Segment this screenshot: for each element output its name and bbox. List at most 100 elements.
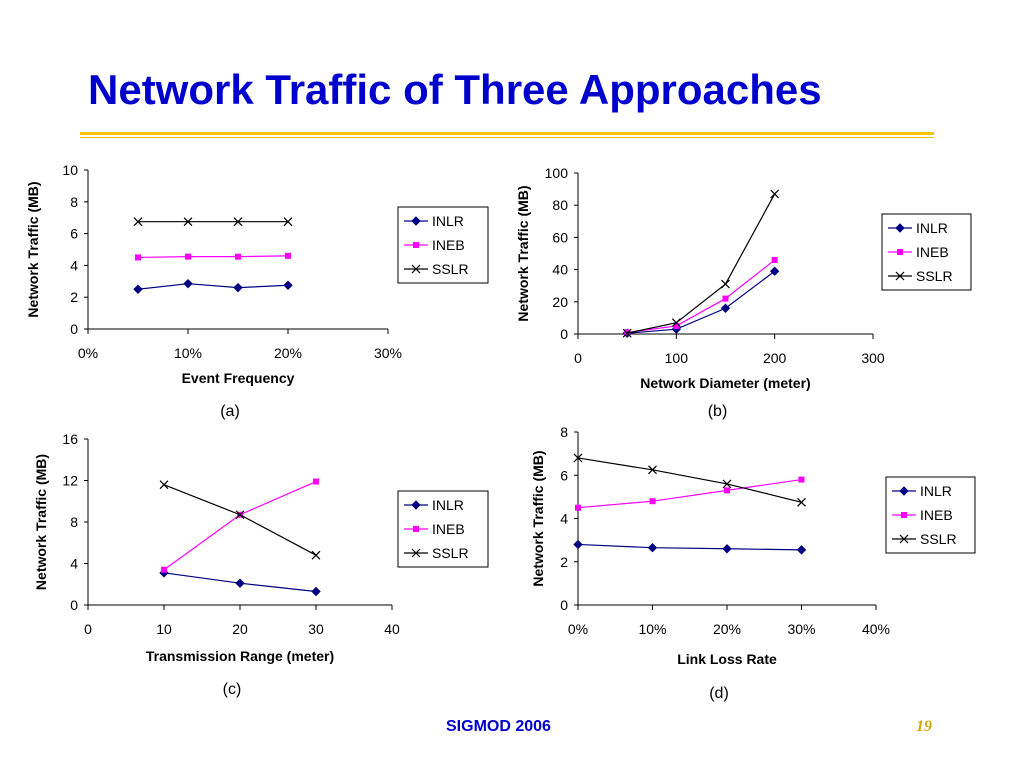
x-axis-label: Link Loss Rate [677, 651, 777, 667]
legend-marker [895, 271, 905, 281]
series-line [577, 543, 802, 551]
data-point [673, 322, 680, 329]
footer-conference: SIGMOD 2006 [446, 718, 551, 735]
data-point [285, 252, 291, 259]
legend-label: SSLR [432, 545, 469, 561]
y-tick-label: 0 [560, 597, 568, 613]
legend: INLR INEB SSLR [885, 476, 976, 554]
legend: INLR INEB SSLR [881, 213, 972, 291]
y-tick-label: 12 [62, 473, 78, 489]
legend-marker [411, 264, 421, 274]
y-axis-label: Network Traffic (MB) [25, 181, 41, 317]
chart-caption: (c) [223, 681, 242, 698]
legend-label: INLR [920, 483, 952, 499]
legend-marker [411, 548, 421, 558]
y-tick-label: 0 [70, 597, 78, 613]
data-point [283, 217, 293, 227]
series-line [627, 270, 776, 334]
legend-label: SSLR [920, 531, 957, 547]
legend-marker [411, 500, 421, 510]
series-sslr [159, 480, 321, 560]
y-tick-label: 4 [560, 511, 568, 527]
series-ineb [575, 476, 805, 511]
data-point [233, 217, 243, 227]
data-point [311, 586, 321, 597]
y-tick-label: 80 [552, 197, 568, 213]
data-point [722, 295, 729, 302]
series-inlr [133, 278, 293, 294]
data-point [235, 253, 241, 260]
y-tick-label: 10 [62, 162, 78, 178]
series-line [137, 283, 289, 290]
data-point [648, 465, 657, 475]
legend-label: INEB [920, 507, 953, 523]
chart-b: 0 20 40 60 80 100 0 100 200 300 Network Diameter (… [515, 165, 972, 420]
legend-marker [413, 242, 419, 248]
legend: INLR INEB SSLR [397, 206, 489, 284]
series-line [163, 484, 317, 556]
page-number: 19 [916, 718, 932, 735]
x-tick-label: 30 [308, 621, 324, 637]
legend-marker [899, 486, 909, 496]
legend-label: INLR [432, 213, 464, 229]
x-tick-label: 30% [374, 345, 402, 361]
data-point [573, 539, 583, 550]
y-axis-label: Network Traffic (MB) [515, 185, 531, 321]
data-point [311, 550, 321, 560]
legend-label: INEB [432, 521, 465, 537]
x-tick-label: 0% [568, 621, 588, 637]
y-tick-label: 100 [545, 165, 569, 181]
legend-marker [411, 216, 421, 226]
series-inlr [573, 539, 807, 555]
series-ineb [135, 252, 291, 261]
y-tick-label: 4 [70, 257, 78, 273]
data-point [235, 510, 245, 520]
legend-label: INEB [432, 237, 465, 253]
x-tick-label: 100 [665, 350, 689, 366]
data-point [575, 504, 581, 511]
data-point [313, 478, 319, 485]
data-point [771, 256, 778, 263]
x-tick-label: 0 [84, 621, 92, 637]
x-tick-label: 20% [274, 345, 302, 361]
slide-title: Network Traffic of Three Approaches [88, 66, 822, 113]
data-point [722, 479, 732, 489]
x-tick-label: 20 [232, 621, 248, 637]
data-point [233, 282, 243, 293]
legend-marker [897, 249, 903, 255]
series-sslr [133, 217, 293, 227]
data-point [647, 542, 658, 553]
legend-label: INEB [916, 244, 949, 260]
data-point [798, 476, 805, 483]
data-point [797, 497, 806, 507]
data-point [161, 566, 167, 573]
chart-d: 0 2 4 6 8 0% 10% 20% 30% 40% Link Loss Rate Network… [530, 424, 976, 702]
y-tick-label: 16 [62, 431, 78, 447]
x-tick-label: 0% [78, 345, 98, 361]
chart-c: 0 4 8 12 16 0 10 20 30 40 Transmission Range (mete… [33, 431, 489, 698]
y-tick-label: 6 [560, 467, 568, 483]
x-tick-label: 40 [384, 621, 400, 637]
series-sslr [622, 189, 780, 338]
x-tick-label: 0 [574, 350, 582, 366]
y-tick-label: 20 [552, 294, 568, 310]
y-axis-label: Network Traffic (MB) [33, 454, 49, 590]
y-tick-label: 2 [560, 554, 568, 570]
data-point [183, 278, 193, 289]
data-point [649, 498, 656, 505]
series-line [577, 457, 802, 503]
y-tick-label: 4 [70, 556, 78, 572]
legend-label: SSLR [916, 268, 953, 284]
x-tick-label: 30% [787, 621, 815, 637]
series-line [627, 259, 776, 333]
y-tick-label: 0 [70, 321, 78, 337]
data-point [796, 545, 807, 555]
chart-caption: (d) [709, 685, 729, 702]
legend: INLR INEB SSLR [397, 490, 489, 568]
series-sslr [573, 453, 806, 507]
data-point [185, 253, 191, 260]
data-point [722, 544, 732, 554]
y-tick-label: 6 [70, 226, 78, 242]
x-axis-label: Transmission Range (meter) [146, 648, 334, 664]
